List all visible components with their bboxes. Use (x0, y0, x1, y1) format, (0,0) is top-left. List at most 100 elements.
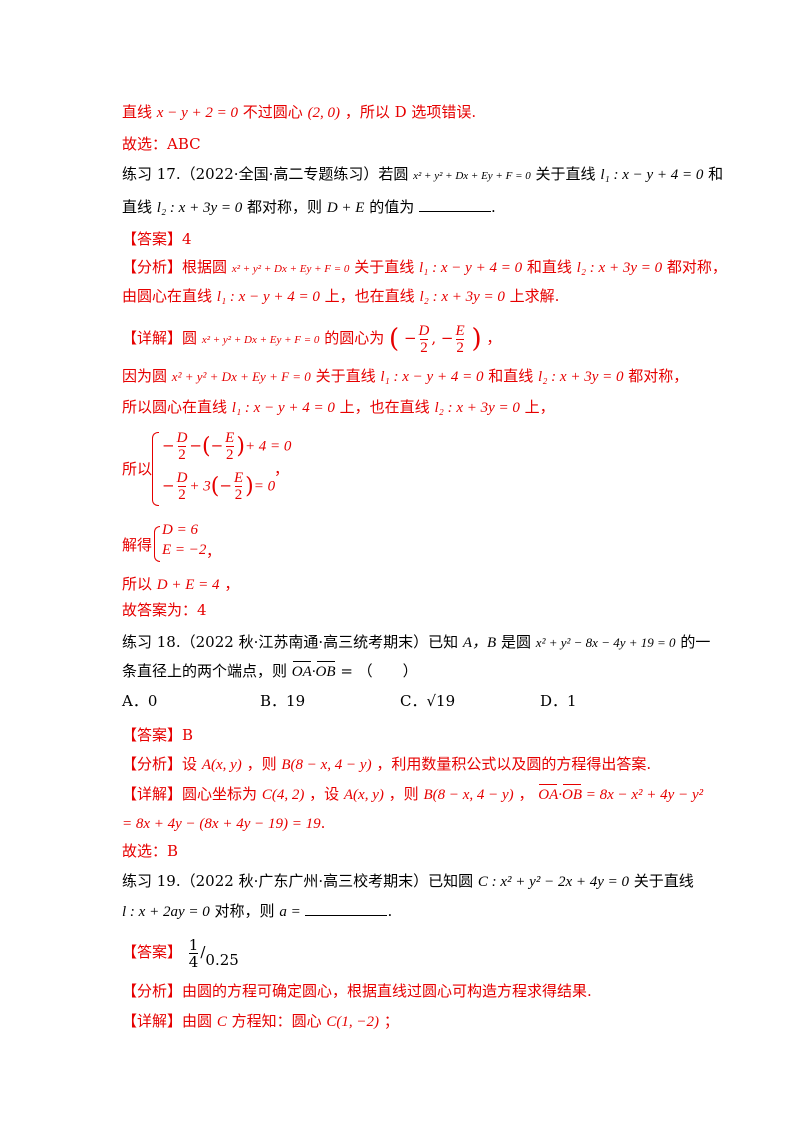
final-answer-17: 故答案为：4 (122, 599, 207, 621)
sum-result: 所以 D + E = 4 ， (122, 573, 239, 596)
text: 由圆 (182, 1012, 213, 1030)
text: 都对称， (666, 258, 727, 276)
text: 圆 (182, 329, 198, 347)
math: x² + y² + Dx + Ey + F = 0 (413, 170, 531, 182)
text: 故选：B (122, 842, 179, 860)
text: . (387, 902, 393, 920)
tag: 【答案】 (122, 726, 183, 744)
math: A，B (462, 635, 497, 651)
detail-17-line-2: 因为圆 x² + y² + Dx + Ey + F = 0 关于直线 l₁ : … (122, 365, 688, 388)
equation-system: 所以 − D 2 −(− E 2)+ 4 = 0 − D 2 + 3(− E 2)= 0 ， (122, 430, 322, 512)
math: x² + y² + Dx + Ey + F = 0 (171, 369, 311, 384)
text: = （ ） (335, 662, 418, 680)
vector: OA (291, 664, 312, 680)
line-2: 故选：ABC (122, 133, 201, 155)
text: 对称，则 (214, 902, 275, 920)
options: A．0 B．19 C．√19 D．1 (122, 690, 682, 712)
math: l₁ : x − y + 4 = 0 (380, 369, 484, 385)
option-d[interactable]: D．1 (540, 692, 577, 710)
math: D + E = 4 (156, 577, 220, 593)
math: C : x² + y² − 2x + 4y = 0 (477, 874, 630, 890)
text: 故选：ABC (122, 135, 201, 153)
answer-19: 【答案】 1 4/0.25 (122, 934, 239, 978)
text: 关于直线 (633, 872, 694, 890)
detail-18-line-2: = 8x + 4y − (8x + 4y − 19) = 19. (122, 812, 325, 835)
math: A(x, y) (343, 787, 384, 803)
math: l : x + 2ay = 0 (122, 904, 210, 920)
tag: 【分析】 (122, 755, 183, 773)
brace (152, 432, 159, 506)
text: 由圆心在直线 (122, 287, 213, 305)
text: 是圆 (501, 633, 532, 651)
exercise-18-stem: 练习 18.（2022 秋·江苏南通·高三统考期末）已知 A，B 是圆 x² +… (122, 631, 710, 654)
text: 因为圆 (122, 367, 168, 385)
math: x² + y² + Dx + Ey + F = 0 (201, 334, 320, 346)
math: E = −2 (162, 542, 207, 558)
equation-2: − D 2 + 3(− E 2)= 0 (162, 470, 276, 503)
final-answer-18: 故选：B (122, 840, 178, 862)
math: x − y + 2 = 0 (156, 105, 238, 121)
exercise-19-stem-2: l : x + 2ay = 0 对称，则 a = . (122, 900, 392, 923)
text: 故答案为：4 (122, 601, 207, 619)
exercise-17-stem: 练习 17.（2022·全国·高二专题练习）若圆 x² + y² + Dx + … (122, 163, 723, 187)
option-a[interactable]: A．0 (122, 692, 158, 710)
text: ，则 (246, 755, 277, 773)
detail-18: 【详解】圆心坐标为 C(4, 2) ，设 A(x, y) ，则 B(8 − x,… (122, 783, 703, 806)
text: 的圆心为 (324, 329, 385, 347)
text: 不过圆心 (242, 103, 303, 121)
text: 0.25 (205, 951, 239, 969)
vector: OB (561, 787, 582, 803)
text: ， (206, 542, 222, 560)
text: ，设 (309, 785, 340, 803)
text: ， (274, 460, 290, 478)
tag: 【详解】 (122, 1012, 183, 1030)
math: l₂ : x + 3y = 0 (434, 400, 520, 416)
option-c[interactable]: C．√19 (400, 692, 456, 710)
brace (154, 526, 160, 562)
text: 关于直线 (315, 367, 376, 385)
line-1: 直线 x − y + 2 = 0 不过圆心 (2, 0) ，所以 D 选项错误. (122, 101, 476, 124)
math: l₂ : x + 3y = 0 (538, 369, 624, 385)
text: ，所以 D 选项错误. (344, 103, 477, 121)
text: ； (383, 1012, 399, 1030)
tag: 【分析】 (122, 258, 183, 276)
text: 练习 19.（2022 秋·广东广州·高三校考期末）已知圆 (122, 872, 474, 890)
equation-1: − D 2 −(− E 2)+ 4 = 0 (162, 430, 292, 463)
math: C(4, 2) (261, 787, 305, 803)
text: ， (224, 575, 240, 593)
text: 4 (182, 230, 192, 248)
math: l₁ : x − y + 4 = 0 (419, 260, 523, 276)
math: B(8 − x, 4 − y) (423, 787, 514, 803)
solution: 解得 D = 6 E = −2 ， (122, 522, 242, 566)
math: x² + y² − 8x − 4y + 19 = 0 (535, 635, 676, 650)
text: 由圆的方程可确定圆心，根据直线过圆心可构造方程求得结果. (182, 982, 592, 1000)
answer-17: 【答案】4 (122, 228, 192, 250)
exercise-18-stem-2: 条直径上的两个端点，则 OA·OB = （ ） (122, 660, 418, 683)
analysis-18: 【分析】设 A(x, y) ，则 B(8 − x, 4 − y) ，利用数量积公… (122, 753, 651, 776)
math: = 8x − x² + 4y − y² (581, 787, 704, 803)
text: 所以 (122, 575, 153, 593)
math: l₂ : x + 3y = 0 (156, 200, 243, 216)
math: l₂ : x + 3y = 0 (419, 289, 505, 305)
math: C (216, 1014, 227, 1030)
tag: 【详解】 (122, 785, 183, 803)
option-b[interactable]: B．19 (260, 692, 306, 710)
tag: 【答案】 (122, 943, 183, 961)
text: 的一 (680, 633, 711, 651)
math: l₁ : x − y + 4 = 0 (231, 400, 335, 416)
math: = 8x + 4y − (8x + 4y − 19) = 19 (122, 816, 321, 832)
text: 圆心坐标为 (182, 785, 258, 803)
math: l₂ : x + 3y = 0 (576, 260, 663, 276)
text: / (200, 943, 206, 961)
analysis-17: 【分析】根据圆 x² + y² + Dx + Ey + F = 0 关于直线 l… (122, 256, 727, 280)
detail-17-line-3: 所以圆心在直线 l₁ : x − y + 4 = 0 上，也在直线 l₂ : x… (122, 396, 555, 419)
detail-17: 【详解】圆 x² + y² + Dx + Ey + F = 0 的圆心为 ( −… (122, 322, 502, 356)
text: ， (518, 785, 534, 803)
text: 的值为 (369, 198, 415, 216)
math: B(8 − x, 4 − y) (281, 757, 372, 773)
exercise-19-stem: 练习 19.（2022 秋·广东广州·高三校考期末）已知圆 C : x² + y… (122, 870, 694, 893)
text: 方程知：圆心 (231, 1012, 322, 1030)
answer-blank (305, 915, 388, 916)
